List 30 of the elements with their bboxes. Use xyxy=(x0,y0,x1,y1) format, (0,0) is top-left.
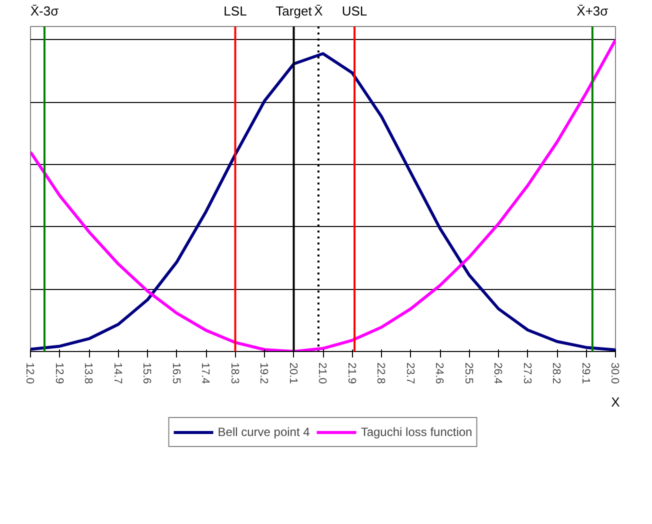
x-tick-label: 22.8 xyxy=(374,362,386,384)
ref-line-label: X̄+3σ xyxy=(576,4,608,18)
ref-line-label: LSL xyxy=(224,4,247,18)
x-tick-label: 17.4 xyxy=(199,362,211,384)
x-tick-label: 26.4 xyxy=(492,362,504,384)
x-tick-label: 21.0 xyxy=(316,362,328,384)
x-tick-label: 20.1 xyxy=(286,362,299,384)
ref-line-label: USL xyxy=(342,4,368,18)
x-tick-label: 28.2 xyxy=(550,362,562,384)
x-tick-label: 14.7 xyxy=(111,362,124,384)
x-tick-label: 15.6 xyxy=(140,362,152,384)
x-tick-label: 16.5 xyxy=(170,362,182,384)
x-tick-label: 29.1 xyxy=(579,362,592,384)
x-tick-label: 25.5 xyxy=(462,362,474,384)
x-tick-label: 12.9 xyxy=(52,362,65,384)
x-tick-label: 13.8 xyxy=(82,362,94,384)
legend-label: Bell curve point 4 xyxy=(218,425,310,439)
x-axis-title: X xyxy=(611,394,620,410)
x-tick-label: 18.3 xyxy=(228,362,240,384)
ref-line-label: Target xyxy=(276,4,312,18)
legend-label: Taguchi loss function xyxy=(360,425,472,439)
x-tick-label: 24.6 xyxy=(433,362,445,384)
x-tick-label: 12.0 xyxy=(24,362,36,384)
x-tick-label: 30.0 xyxy=(608,362,620,384)
ref-line-label: X̄ xyxy=(314,4,324,18)
ref-line-label: X̄-3σ xyxy=(30,4,59,18)
x-tick-label: 23.7 xyxy=(404,362,416,384)
x-tick-label: 21.9 xyxy=(345,362,358,384)
x-tick-label: 19.2 xyxy=(258,362,270,384)
x-tick-label: 27.3 xyxy=(520,362,533,384)
